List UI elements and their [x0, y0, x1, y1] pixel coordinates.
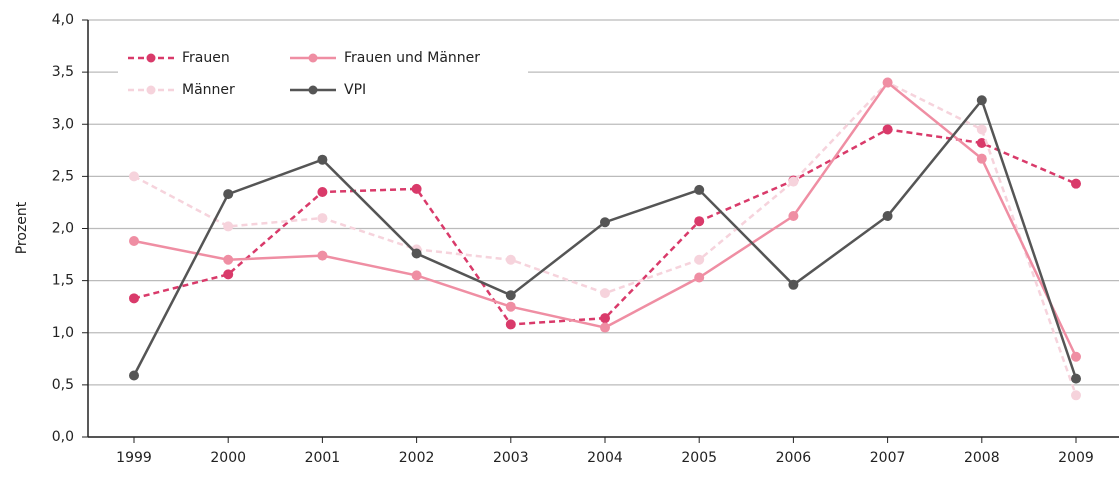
data-point — [882, 210, 893, 221]
y-tick-label: 1,5 — [52, 273, 74, 289]
x-tick-label: 2008 — [964, 450, 1000, 466]
data-point — [788, 279, 799, 290]
y-tick-label: 2,5 — [52, 168, 74, 184]
data-point — [694, 184, 705, 195]
legend-marker — [146, 85, 156, 95]
data-point — [882, 77, 893, 88]
data-point — [976, 138, 987, 149]
x-tick-label: 2005 — [681, 450, 717, 466]
data-point — [694, 216, 705, 227]
data-point — [129, 370, 139, 381]
x-tick-label: 2004 — [587, 450, 623, 466]
data-point — [1071, 373, 1081, 384]
x-tick-label: 2002 — [399, 450, 435, 466]
data-point — [129, 293, 139, 304]
data-point — [694, 272, 705, 283]
data-point — [317, 213, 328, 224]
data-point — [223, 189, 234, 200]
legend-label: Frauen — [182, 50, 230, 66]
data-point — [317, 154, 328, 165]
x-tick-label: 2001 — [305, 450, 341, 466]
series-line — [133, 128, 1077, 326]
y-tick-label: 2,0 — [52, 221, 74, 237]
data-point — [600, 313, 610, 324]
data-point — [976, 95, 987, 106]
x-tick-label: 2006 — [776, 450, 812, 466]
data-point — [882, 124, 893, 135]
data-point — [788, 176, 799, 187]
data-point — [1071, 390, 1081, 401]
data-point — [976, 153, 987, 164]
data-point — [223, 221, 234, 232]
data-point — [1071, 178, 1081, 189]
legend-label: Männer — [182, 82, 235, 98]
data-point — [694, 254, 705, 265]
x-tick-label: 2009 — [1058, 450, 1094, 466]
data-point — [411, 248, 422, 259]
data-point — [411, 270, 422, 281]
data-point — [129, 171, 139, 182]
y-tick-label: 0,0 — [52, 429, 74, 445]
data-point — [505, 290, 516, 301]
legend-background — [118, 44, 528, 104]
data-point — [505, 254, 516, 265]
x-tick-label: 2003 — [493, 450, 529, 466]
data-point — [505, 319, 516, 330]
legend-marker — [308, 85, 318, 95]
data-point — [1071, 351, 1081, 362]
y-tick-label: 3,5 — [52, 64, 74, 80]
y-tick-label: 3,0 — [52, 116, 74, 132]
data-point — [788, 210, 799, 221]
data-point — [317, 187, 328, 198]
legend-marker — [146, 53, 156, 63]
y-tick-label: 4,0 — [52, 12, 74, 28]
x-tick-label: 2000 — [210, 450, 246, 466]
data-point — [600, 217, 610, 228]
data-point — [411, 183, 422, 194]
x-tick-label: 1999 — [116, 450, 152, 466]
x-tick-label: 2007 — [870, 450, 906, 466]
data-point — [129, 236, 139, 247]
y-tick-label: 0,5 — [52, 377, 74, 393]
legend-marker — [308, 53, 318, 63]
y-axis-label: Prozent — [14, 201, 30, 254]
data-point — [317, 250, 328, 261]
data-point — [600, 288, 610, 299]
data-point — [600, 322, 610, 333]
legend-label: VPI — [344, 82, 366, 98]
data-point — [223, 269, 234, 280]
legend-label: Frauen und Männer — [344, 50, 480, 66]
y-tick-label: 1,0 — [52, 325, 74, 341]
data-point — [976, 124, 987, 135]
data-point — [223, 254, 234, 265]
data-point — [505, 301, 516, 312]
